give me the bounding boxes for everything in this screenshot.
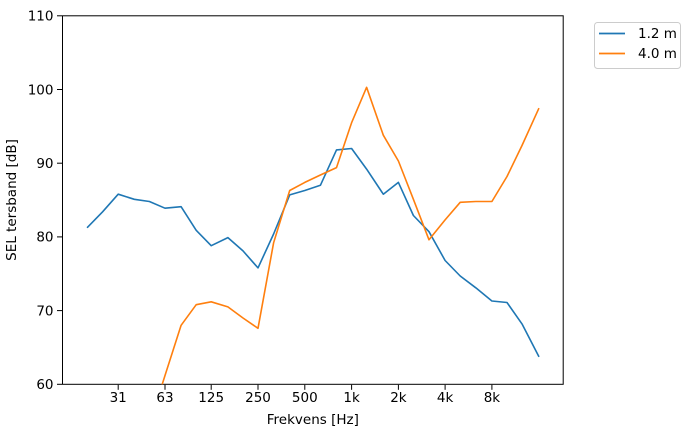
x-tick-label: 8k xyxy=(484,390,501,406)
x-axis: 31 63 125 250 500 1k 2k 4k 8k xyxy=(110,384,501,406)
series-line-4-0-m xyxy=(161,86,540,385)
x-tick-label: 31 xyxy=(110,390,127,406)
series-line-1-2-m xyxy=(86,147,540,358)
x-tick-label: 63 xyxy=(156,390,173,406)
y-tick-label: 70 xyxy=(36,303,53,319)
legend-label-4-0-m: 4.0 m xyxy=(638,46,677,62)
x-tick-label: 250 xyxy=(245,390,271,406)
y-tick-label: 60 xyxy=(36,377,53,393)
y-axis-label: SEL tersband [dB] xyxy=(4,139,20,261)
y-axis: 60 70 80 90 100 110 xyxy=(28,9,62,393)
x-tick-label: 125 xyxy=(198,390,224,406)
x-tick-label: 500 xyxy=(292,390,318,406)
x-tick-label: 2k xyxy=(390,390,407,406)
y-tick-label: 80 xyxy=(36,230,53,246)
x-tick-label: 1k xyxy=(343,390,360,406)
legend-label-1-2-m: 1.2 m xyxy=(638,26,677,42)
y-tick-label: 90 xyxy=(36,156,53,172)
x-axis-label: Frekvens [Hz] xyxy=(267,412,359,428)
x-tick-label: 4k xyxy=(437,390,454,406)
y-tick-label: 100 xyxy=(28,82,54,98)
plot-area xyxy=(62,15,564,385)
y-tick-label: 110 xyxy=(28,9,54,25)
legend: 1.2 m 4.0 m xyxy=(594,22,681,69)
